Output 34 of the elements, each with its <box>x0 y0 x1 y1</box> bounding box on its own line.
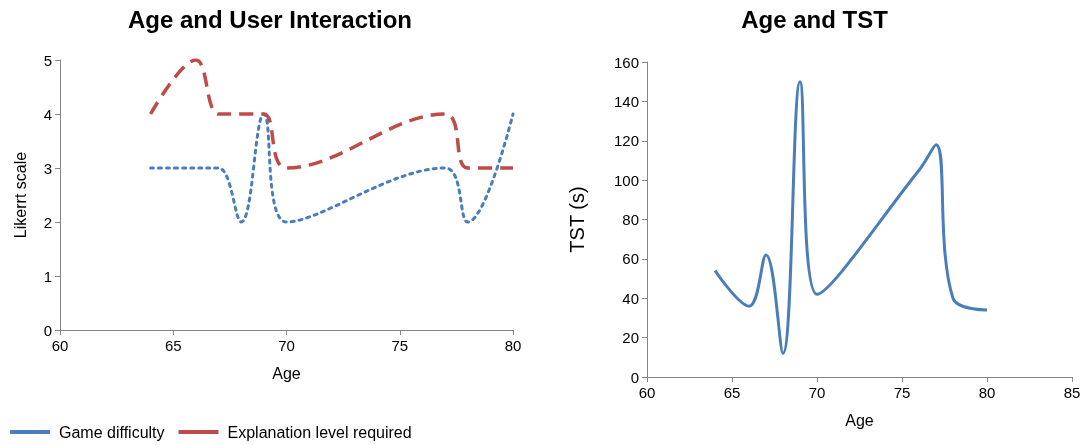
x-tick-label: 85 <box>1063 384 1081 401</box>
x-tick-label: 80 <box>504 337 522 354</box>
y-tick-label: 0 <box>43 321 52 339</box>
chart-title: Age and TST <box>741 5 889 33</box>
legend-label: Explanation level required <box>227 423 412 441</box>
y-axis-title: Likerrt scale <box>11 151 29 239</box>
x-tick-label: 60 <box>638 384 656 401</box>
legend-label: Game difficulty <box>59 423 165 441</box>
y-tick-label: 100 <box>613 171 639 189</box>
y-axis-title: TST (s) <box>566 186 588 253</box>
y-tick-label: 1 <box>43 267 52 285</box>
line-series <box>713 80 989 355</box>
y-tick-label: 120 <box>613 132 639 150</box>
x-tick-label: 80 <box>978 384 996 401</box>
y-tick-label: 60 <box>622 250 639 268</box>
chart-title: Age and User Interaction <box>127 5 413 33</box>
x-tick-label: 75 <box>893 384 911 401</box>
y-tick-label: 3 <box>43 159 52 177</box>
y-tick-label: 160 <box>613 53 639 71</box>
x-tick-label: 65 <box>164 337 182 354</box>
y-tick-label: 80 <box>622 211 639 228</box>
x-axis-title: Age <box>272 364 301 382</box>
x-tick-label: 75 <box>391 337 409 354</box>
y-tick-label: 0 <box>630 368 639 386</box>
y-tick-label: 40 <box>622 289 639 307</box>
y-tick-label: 20 <box>622 329 639 347</box>
y-tick-label: 140 <box>613 92 639 110</box>
y-tick-label: 5 <box>43 51 52 69</box>
x-tick-label: 70 <box>808 384 826 401</box>
y-tick-label: 2 <box>43 213 52 231</box>
x-tick-label: 65 <box>723 384 741 401</box>
x-tick-label: 70 <box>278 337 295 354</box>
x-axis-title: Age <box>845 411 874 429</box>
y-tick-label: 4 <box>43 105 52 123</box>
